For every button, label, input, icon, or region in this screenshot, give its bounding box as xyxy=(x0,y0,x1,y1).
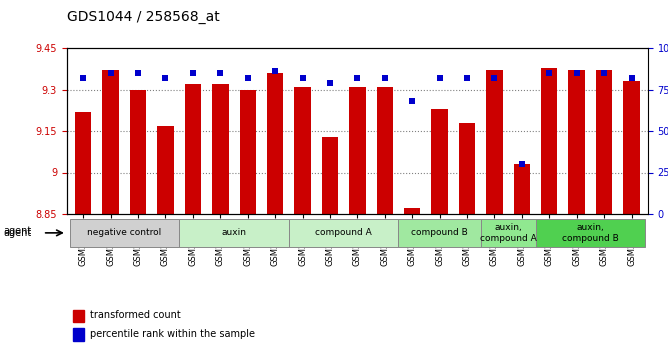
Bar xyxy=(404,208,420,214)
Text: GDS1044 / 258568_at: GDS1044 / 258568_at xyxy=(67,10,220,24)
Text: negative control: negative control xyxy=(88,228,162,237)
Bar xyxy=(459,123,475,214)
Bar xyxy=(541,68,558,214)
Text: auxin: auxin xyxy=(222,228,246,237)
Text: agent: agent xyxy=(3,228,31,238)
FancyBboxPatch shape xyxy=(481,219,536,247)
Bar xyxy=(295,87,311,214)
Bar xyxy=(322,137,338,214)
Bar xyxy=(130,90,146,214)
Text: transformed count: transformed count xyxy=(90,310,181,320)
Bar xyxy=(212,84,228,214)
Bar xyxy=(377,87,393,214)
Bar xyxy=(73,310,84,322)
Bar xyxy=(75,112,92,214)
Text: auxin,
compound A: auxin, compound A xyxy=(480,223,536,243)
Bar xyxy=(623,81,640,214)
FancyBboxPatch shape xyxy=(289,219,399,247)
Text: percentile rank within the sample: percentile rank within the sample xyxy=(90,329,255,339)
Bar xyxy=(514,164,530,214)
FancyBboxPatch shape xyxy=(179,219,289,247)
Bar xyxy=(432,109,448,214)
Bar xyxy=(568,70,585,214)
Text: auxin,
compound B: auxin, compound B xyxy=(562,223,619,243)
Bar xyxy=(349,87,365,214)
FancyBboxPatch shape xyxy=(69,219,179,247)
Bar xyxy=(184,84,201,214)
Bar xyxy=(267,73,283,214)
Bar xyxy=(596,70,613,214)
Text: agent: agent xyxy=(3,226,31,236)
Text: compound B: compound B xyxy=(411,228,468,237)
Bar xyxy=(73,328,84,341)
Bar xyxy=(486,70,503,214)
FancyBboxPatch shape xyxy=(536,219,645,247)
Bar xyxy=(240,90,256,214)
FancyBboxPatch shape xyxy=(399,219,481,247)
Bar xyxy=(102,70,119,214)
Text: compound A: compound A xyxy=(315,228,372,237)
Bar xyxy=(157,126,174,214)
